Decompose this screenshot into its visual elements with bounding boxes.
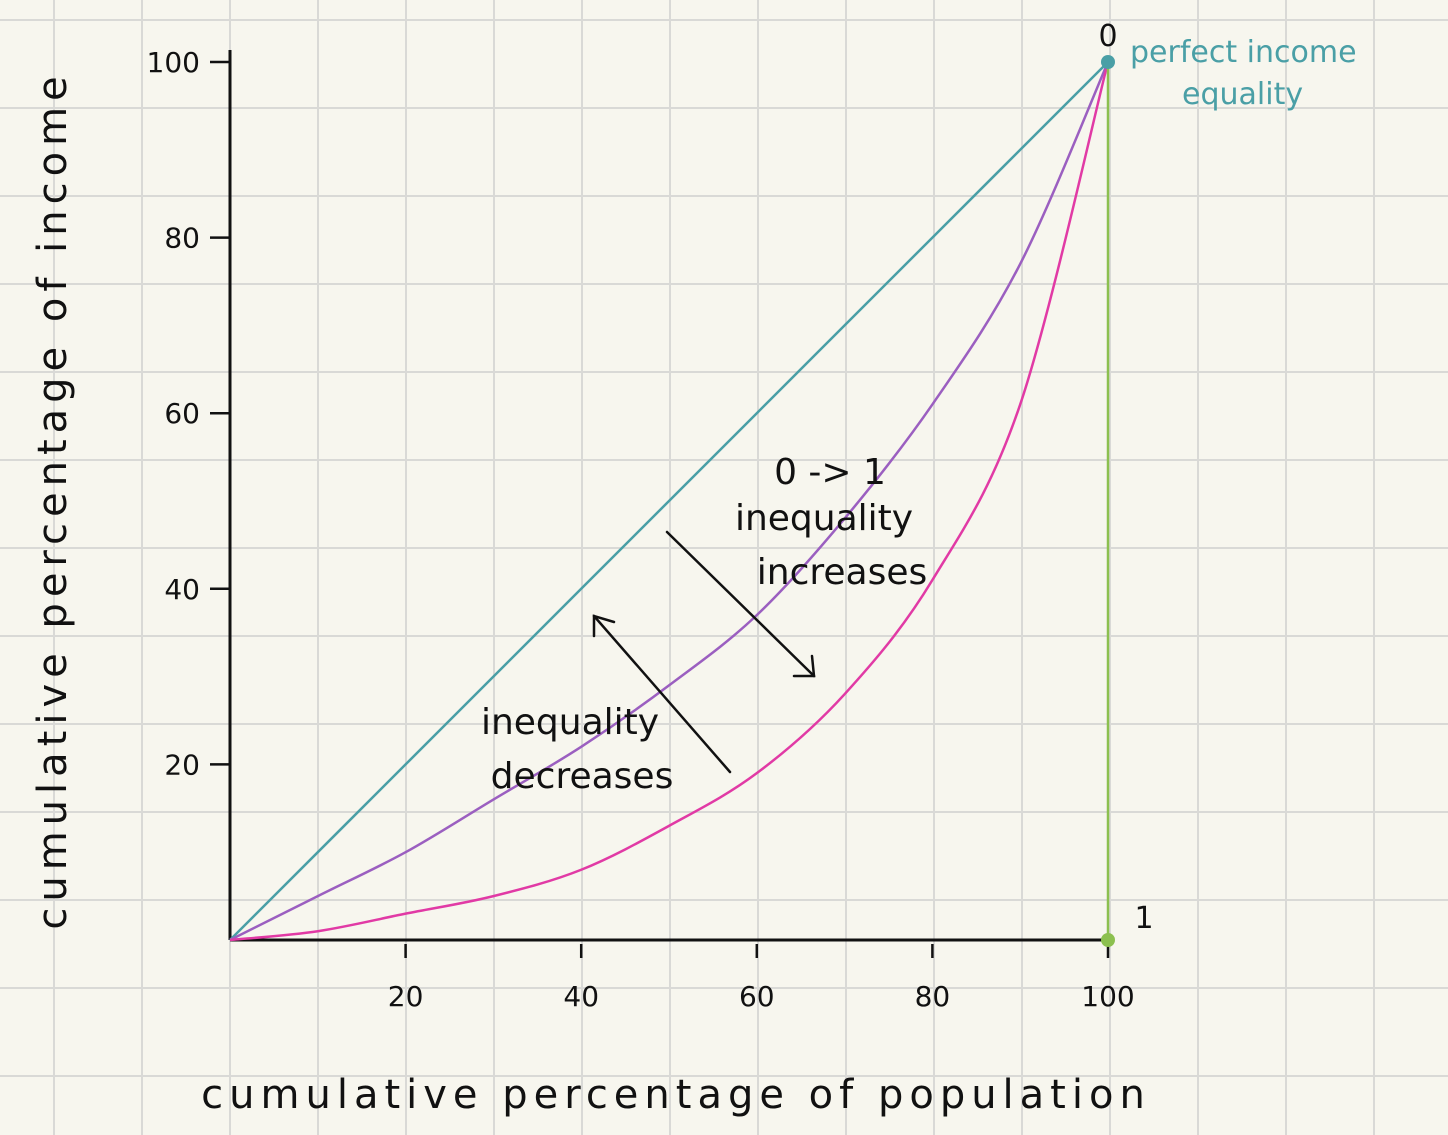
- axes: [228, 50, 1114, 942]
- series-lorenz-curve-moderate: [229, 61, 1110, 942]
- x-tick-label: 60: [739, 980, 775, 1013]
- y-tick-label: 80: [164, 222, 200, 255]
- x-tick-label: 40: [563, 980, 599, 1013]
- increase-arrow: [665, 530, 816, 678]
- perfect-equality-label-line2: equality: [1182, 77, 1303, 112]
- axis-ticks: 20 40 60 80 100 20 40 60 80 100: [147, 46, 1135, 1013]
- gini-zero-label: 0: [1098, 19, 1117, 54]
- y-tick-label: 60: [164, 397, 200, 430]
- x-tick-label: 80: [915, 980, 951, 1013]
- series-lorenz-curve-high: [229, 61, 1110, 942]
- gini-one-label: 1: [1134, 901, 1153, 936]
- inequality-decreases-line1: inequality: [481, 702, 659, 743]
- series-line-of-equality: [229, 61, 1109, 941]
- gini-range-label: 0 -> 1: [774, 452, 886, 493]
- inequality-increases-line1: inequality: [735, 498, 913, 539]
- x-tick-label: 100: [1081, 980, 1134, 1013]
- equality-point: [1101, 55, 1115, 69]
- y-tick-label: 100: [147, 46, 200, 79]
- inequality-increases-line2: increases: [757, 552, 928, 593]
- inequality-decreases-line2: decreases: [491, 756, 674, 797]
- x-axis-title: cumulative percentage of population: [201, 1072, 1151, 1118]
- y-tick-label: 20: [164, 748, 200, 781]
- series-lines: [229, 61, 1110, 942]
- x-tick-label: 20: [388, 980, 424, 1013]
- decrease-arrow: [592, 614, 732, 774]
- perfect-equality-label-line1: perfect income: [1130, 35, 1357, 70]
- y-axis-title: cumulative percentage of income: [30, 70, 76, 929]
- y-tick-label: 40: [164, 573, 200, 606]
- marked-points: 01: [1098, 19, 1154, 947]
- inequality-point: [1101, 933, 1115, 947]
